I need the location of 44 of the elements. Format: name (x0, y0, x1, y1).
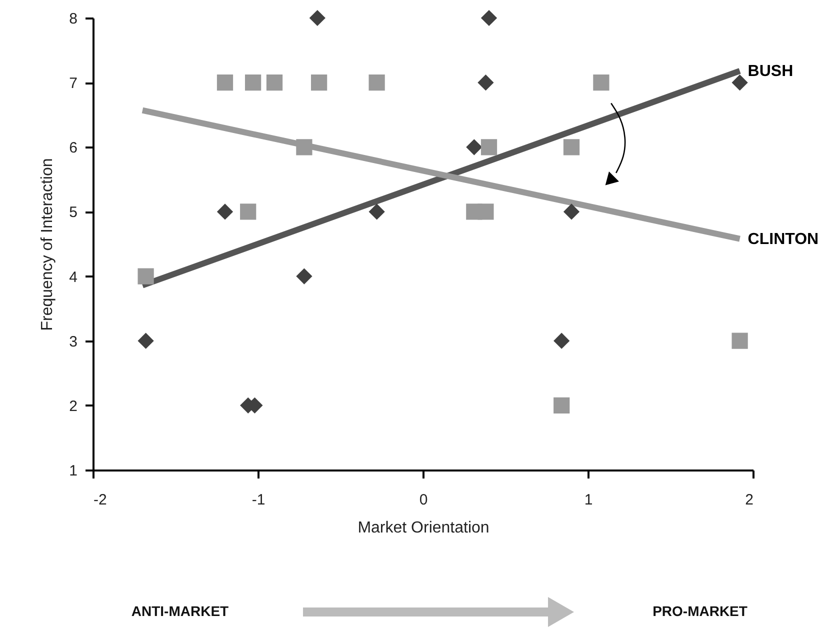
y-tick-label: 7 (69, 75, 78, 92)
text: ANTI-MARKET (131, 603, 230, 619)
y-tick-label: 4 (69, 268, 78, 286)
point (266, 74, 283, 91)
y-axis-title: Frequency of Interaction (39, 158, 56, 331)
point (240, 204, 256, 220)
point (138, 332, 154, 349)
y-tick-label: 1 (69, 462, 78, 480)
point (138, 268, 154, 284)
y-tick-label: 6 (69, 140, 78, 157)
point (732, 74, 748, 91)
point (244, 74, 262, 91)
y-tick-label: 8 (69, 10, 78, 28)
y-tick-label: 3 (69, 333, 78, 350)
point (593, 74, 610, 91)
point (563, 139, 580, 156)
point (554, 397, 570, 414)
series-label: CLINTON (748, 230, 819, 248)
y-tick-label: 5 (69, 204, 78, 222)
point (480, 10, 498, 26)
point (563, 204, 580, 220)
point (296, 268, 312, 284)
x-tick-label: 1 (584, 492, 593, 508)
x-tick-label: 0 (419, 492, 428, 508)
point (296, 139, 312, 156)
point (732, 332, 748, 349)
point (216, 204, 234, 220)
point (216, 74, 234, 91)
point (554, 332, 570, 349)
point (478, 74, 494, 91)
x-tick-label: 2 (745, 492, 754, 508)
point (368, 74, 385, 91)
x-axis-title: Market Orientation (358, 520, 490, 536)
series-label: BUSH (748, 62, 794, 80)
x-tick-label: -2 (94, 492, 107, 508)
point (478, 204, 494, 220)
point (368, 204, 385, 220)
point (480, 139, 498, 156)
x-tick-label: -1 (252, 492, 266, 508)
point (466, 139, 482, 156)
point (309, 10, 326, 26)
text: PRO-MARKET (652, 603, 748, 619)
point (310, 74, 328, 91)
y-tick-label: 2 (69, 398, 78, 415)
